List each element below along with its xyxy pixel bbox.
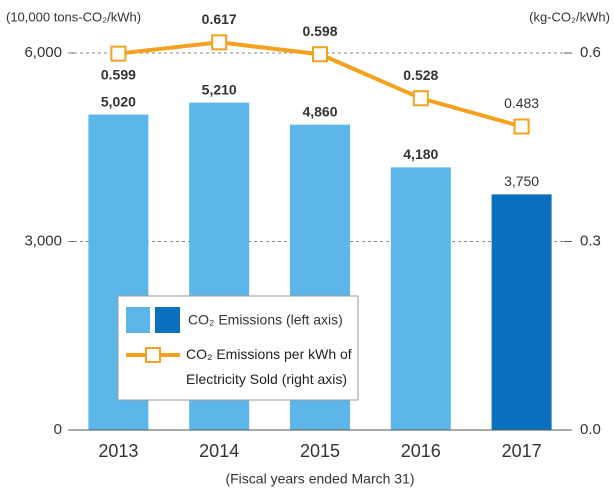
y2-tick-label: 0.6 [580,44,601,61]
bar-value-label: 4,860 [302,103,337,119]
legend-label: CO₂ Emissions per kWh of Electricity Sol… [186,346,352,387]
y2-axis-label: (kg-CO₂/kWh) [529,9,610,24]
bar [390,167,451,430]
y2-tick-label: 0.0 [580,421,601,438]
line-marker [513,118,530,135]
line-marker [312,46,328,63]
legend-label-box: CO₂ Emissions per kWh of Electricity Sol… [186,346,352,387]
y-tick-label: 3,000 [24,232,62,249]
line-value-label: 0.528 [403,67,438,83]
bar [491,194,552,430]
x-tick-label: 2017 [502,441,542,461]
line-marker [110,45,127,62]
x-axis-label: (Fiscal years ended March 31) [225,471,414,487]
y-tick-label: 6,000 [24,44,62,61]
x-tick-label: 2013 [98,441,138,461]
legend-swatch [155,307,180,333]
line-marker [412,90,429,107]
line-value-label: 0.598 [302,23,337,39]
legend-marker [145,347,161,363]
y-axis-label: (10,000 tons-CO₂/kWh) [6,9,141,24]
bar-value-label: 5,020 [101,93,136,109]
bar-value-label: 4,180 [403,146,438,162]
x-tick-label: 2016 [401,441,441,461]
x-tick-label: 2014 [199,441,239,461]
line-value-label: 0.599 [101,66,136,82]
y-tick-label: 0 [54,421,62,438]
line-value-label: 0.617 [202,11,237,27]
legend-swatch [126,307,150,333]
line-marker [211,34,228,51]
bar-value-label: 3,750 [504,173,539,189]
x-tick-label: 2015 [300,441,340,461]
bar-value-label: 5,210 [202,81,237,97]
legend-label: CO₂ Emissions (left axis) [188,312,343,328]
y2-tick-label: 0.3 [580,232,601,249]
line-value-label: 0.483 [504,95,539,111]
